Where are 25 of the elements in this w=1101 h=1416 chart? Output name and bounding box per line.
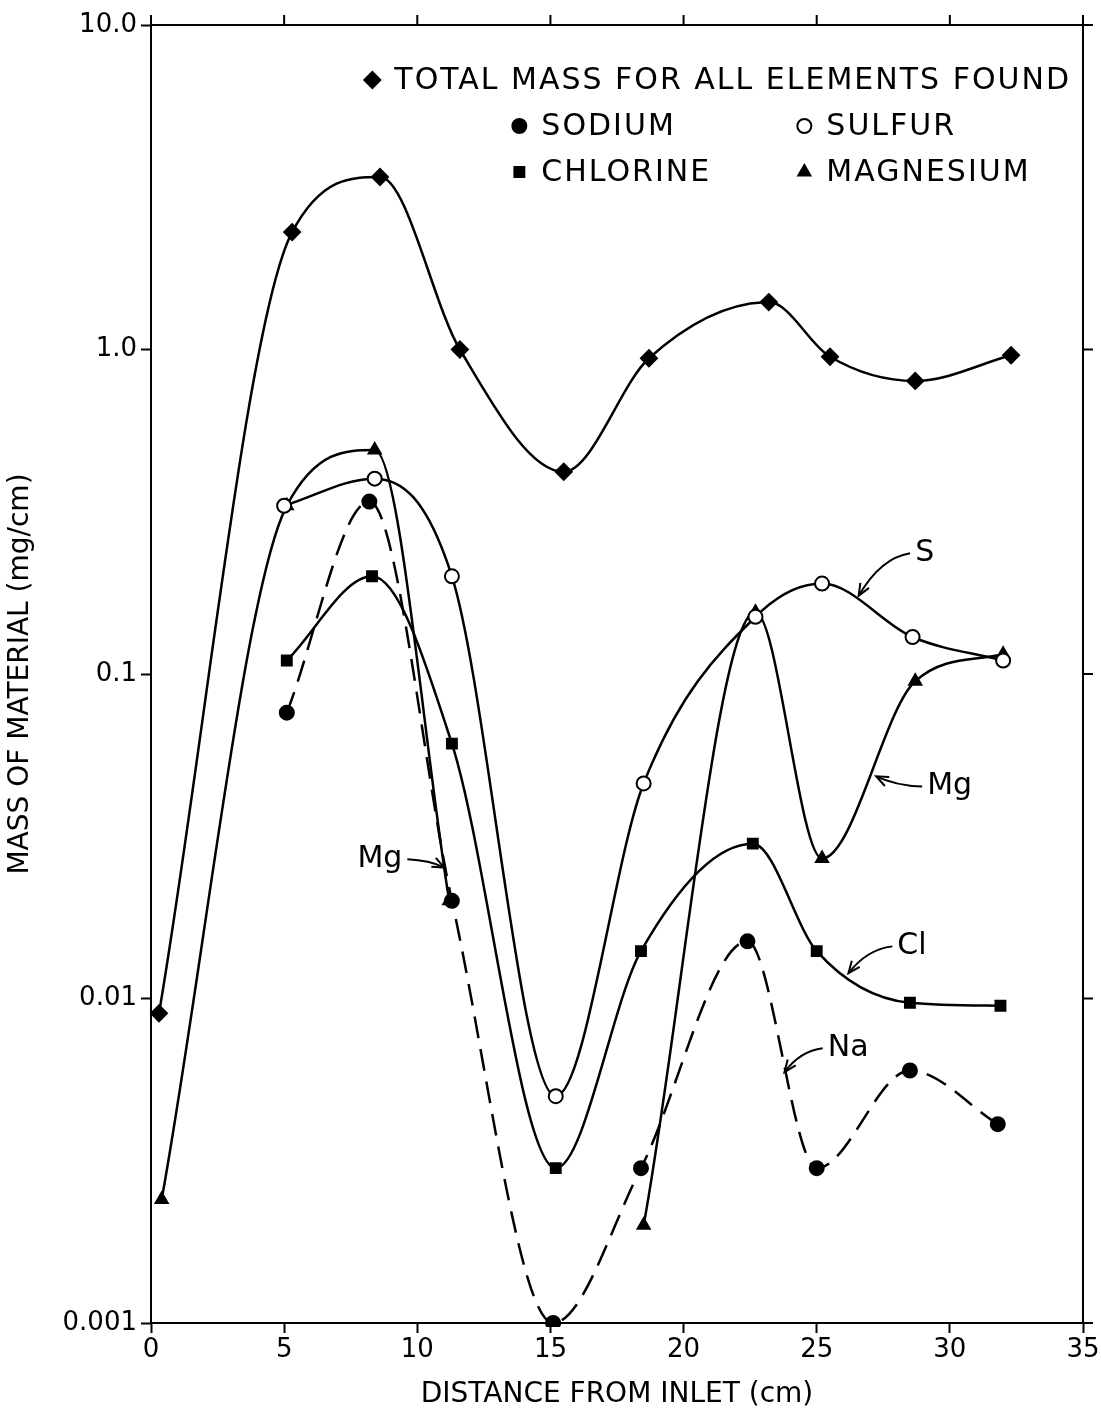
x-tick-label: 25 bbox=[800, 1333, 834, 1364]
legend-label: TOTAL MASS FOR ALL ELEMENTS FOUND bbox=[393, 60, 1072, 96]
x-axis-title: DISTANCE FROM INLET (cm) bbox=[420, 1376, 814, 1410]
legend-label: MAGNESIUM bbox=[826, 152, 1031, 188]
annotation: S bbox=[915, 533, 935, 569]
x-tick-label: 0 bbox=[142, 1333, 160, 1364]
annotation: Mg bbox=[927, 766, 973, 802]
x-tick-label: 5 bbox=[275, 1333, 293, 1364]
legend-label: SULFUR bbox=[826, 106, 957, 142]
legend-label: CHLORINE bbox=[541, 152, 712, 188]
legend-label: SODIUM bbox=[541, 106, 676, 142]
x-tick-label: 30 bbox=[933, 1333, 967, 1364]
x-tick-label: 15 bbox=[533, 1333, 567, 1364]
x-tick-label: 10 bbox=[400, 1333, 434, 1364]
x-tick-label: 35 bbox=[1066, 1333, 1100, 1364]
y-tick-label: 10.0 bbox=[79, 7, 137, 38]
y-tick-label: 0.001 bbox=[62, 1305, 137, 1336]
y-tick-label: 0.01 bbox=[79, 981, 137, 1012]
y-tick-label: 1.0 bbox=[95, 332, 137, 363]
annotation: Na bbox=[827, 1028, 869, 1064]
annotation: Cl bbox=[897, 926, 927, 962]
annotation: Mg bbox=[357, 839, 403, 875]
y-axis-title: MASS OF MATERIAL (mg/cm) bbox=[2, 473, 36, 875]
y-tick-label: 0.1 bbox=[95, 656, 137, 687]
x-tick-label: 20 bbox=[667, 1333, 701, 1364]
